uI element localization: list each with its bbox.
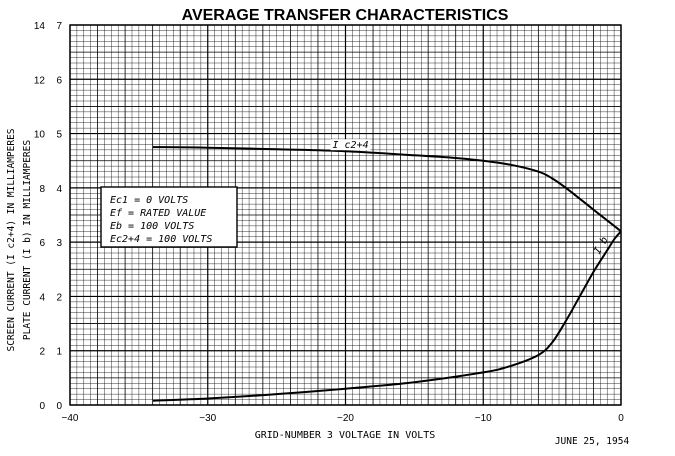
screen-current-axis-label: SCREEN CURRENT (I c2+4) IN MILLIAMPERES: [6, 128, 17, 351]
condition-ef: Ef = RATED VALUE: [110, 208, 206, 219]
plate-current-tick-labels: 0 1 2 3 4 5 6 7: [56, 21, 62, 412]
screen-current-tick-labels: 0 2 4 6 8 10 12 14: [34, 21, 46, 412]
series-label-ic2-4: I c2+4: [333, 140, 369, 151]
plate-current-tick-label: 1: [56, 347, 62, 358]
series-line-ic2-4: [152, 146, 622, 233]
screen-current-tick-label: 2: [39, 347, 45, 358]
screen-current-tick-label: 12: [34, 75, 46, 86]
date-stamp: JUNE 25, 1954: [555, 436, 630, 447]
x-axis-label: GRID-NUMBER 3 VOLTAGE IN VOLTS: [255, 430, 436, 441]
x-tick-labels: −40 −30 −20 −10 0: [62, 413, 625, 424]
screen-current-tick-label: 10: [34, 130, 46, 141]
screen-current-tick-label: 6: [39, 238, 45, 249]
plot-frame: [69, 24, 622, 406]
screen-current-tick-label: 8: [39, 184, 45, 195]
plate-current-tick-label: 3: [56, 238, 62, 249]
condition-ec2-4: Ec2+4 = 100 VOLTS: [110, 234, 212, 245]
conditions-frame: [100, 186, 238, 248]
series-label-bg: [330, 139, 371, 151]
conditions-box: Ec1 = 0 VOLTS Ef = RATED VALUE Eb = 100 …: [100, 186, 238, 248]
x-tick-label: −20: [337, 413, 354, 424]
screen-current-tick-label: 0: [39, 401, 45, 412]
x-tick-label: 0: [618, 413, 624, 424]
plate-current-tick-label: 2: [56, 292, 62, 303]
condition-ec1: Ec1 = 0 VOLTS: [110, 195, 188, 206]
condition-eb: Eb = 100 VOLTS: [110, 221, 194, 232]
x-tick-label: −10: [475, 413, 492, 424]
series-line-ib: [152, 230, 622, 402]
screen-current-tick-label: 14: [34, 21, 46, 32]
plate-current-tick-label: 0: [56, 401, 62, 412]
plate-current-tick-label: 5: [56, 130, 62, 141]
plate-current-tick-label: 7: [56, 21, 62, 32]
plate-current-axis-label: PLATE CURRENT (I b) IN MILLIAMPERES: [22, 140, 33, 340]
plate-current-tick-label: 4: [56, 184, 62, 195]
chart-title: AVERAGE TRANSFER CHARACTERISTICS: [182, 7, 509, 24]
plate-current-tick-label: 6: [56, 75, 62, 86]
screen-current-tick-label: 4: [39, 292, 45, 303]
x-tick-label: −40: [62, 413, 79, 424]
x-tick-label: −30: [199, 413, 216, 424]
